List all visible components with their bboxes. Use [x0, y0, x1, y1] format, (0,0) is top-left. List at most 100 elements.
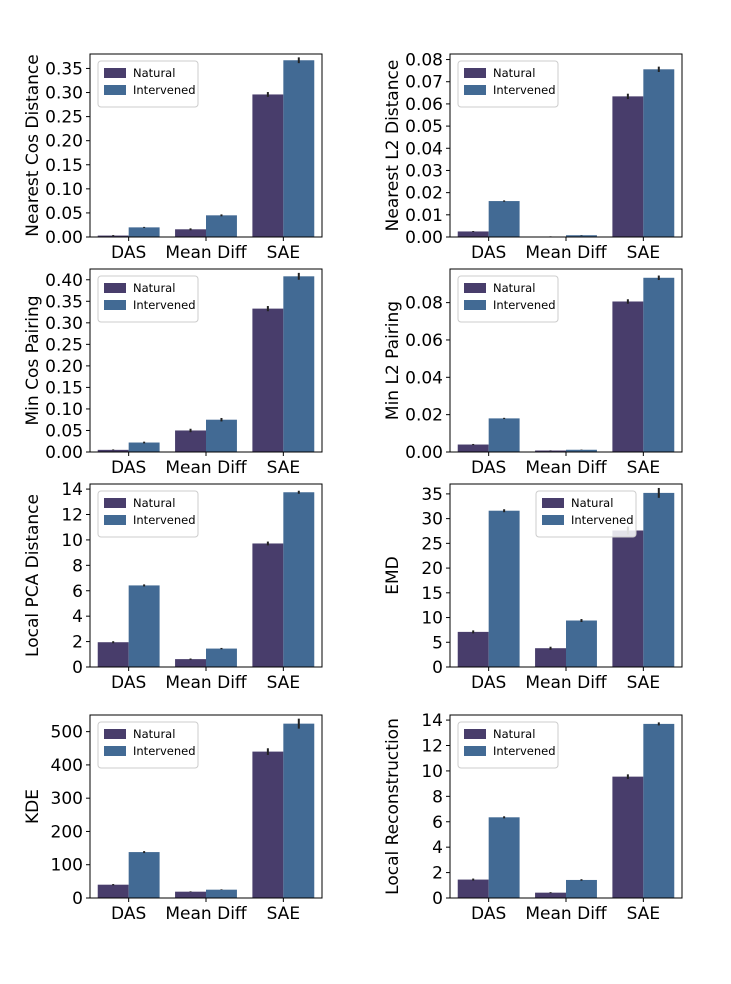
legend-label-natural: Natural: [493, 66, 535, 80]
chart-local-reconstruction: DAS Mean Diff SAE 0 2 4 6 8 10 12 14 Local Reconstr…: [383, 711, 683, 924]
plot-frame: [89, 483, 323, 668]
legend-swatch-natural: [464, 68, 486, 78]
x-tick-label-sae: SAE: [627, 458, 660, 478]
legend-swatch-intervened: [542, 515, 564, 525]
chart-emd: DAS Mean Diff SAE 0 5 10 15 20 25 30 35 EMD Natural I…: [383, 483, 683, 693]
x-tick-label-sae: SAE: [627, 243, 660, 263]
legend-swatch-intervened: [104, 515, 126, 525]
y-tick-label: 0.40: [45, 271, 83, 291]
legend-label-natural: Natural: [133, 66, 175, 80]
bar-intervened-mean-diff: [206, 889, 237, 898]
x-tick-label-sae: SAE: [267, 243, 300, 263]
legend-label-intervened: Intervened: [133, 298, 196, 312]
y-tick-label: 0.08: [405, 294, 443, 314]
legend-swatch-natural: [104, 498, 126, 508]
y-tick-label: 4: [72, 607, 83, 627]
bar-natural-sae: [612, 776, 644, 898]
x-tick-label-das: DAS: [111, 243, 146, 263]
bar-intervened-sae: [643, 492, 675, 667]
bar-natural-mean-diff: [175, 659, 206, 667]
y-axis-label: Nearest Cos Distance: [23, 54, 43, 236]
bar-intervened-das: [128, 227, 160, 237]
legend-swatch-natural: [104, 729, 126, 739]
plot-frame: [89, 53, 323, 238]
x-tick-label-mean-diff: Mean Diff: [525, 243, 608, 263]
bar-intervened-das: [488, 201, 520, 237]
x-tick-label-das: DAS: [471, 458, 506, 478]
x-tick-label-mean-diff: Mean Diff: [525, 904, 608, 924]
y-tick-label: 8: [72, 556, 83, 576]
x-tick-label-sae: SAE: [627, 673, 660, 693]
y-tick-label: 0.35: [45, 292, 83, 312]
bar-natural-mean-diff: [535, 450, 566, 452]
bar-intervened-mean-diff: [566, 620, 597, 667]
chart-min-cos-pairing: DAS Mean Diff SAE0.000.050.100.150.200.250…: [23, 268, 323, 478]
plot-frame: [449, 714, 683, 899]
legend-swatch-intervened: [104, 746, 126, 756]
legend-label-intervened: Intervened: [571, 513, 634, 527]
legend-swatch-natural: [104, 68, 126, 78]
y-tick-label: 0.02: [405, 184, 443, 204]
bar-natural-das: [457, 231, 489, 237]
y-tick-label: 0.02: [405, 406, 443, 426]
y-axis-label: Min Cos Pairing: [23, 295, 43, 425]
legend-label-intervened: Intervened: [493, 744, 556, 758]
y-tick-label: 100: [51, 856, 83, 876]
y-tick-label: 0: [432, 658, 443, 678]
plot-frame: [89, 268, 323, 453]
y-tick-label: 0.03: [405, 161, 443, 181]
y-tick-label: 12: [61, 506, 83, 526]
y-tick-label: 0: [72, 889, 83, 909]
bar-intervened-das: [488, 817, 520, 898]
y-tick-label: 0.00: [405, 443, 443, 463]
y-tick-label: 0.25: [45, 335, 83, 355]
bar-natural-mean-diff: [175, 891, 206, 898]
chart-panel-local-pca: DAS Mean Diff SAE 0 2 4 6 8 10 12 14 Local PCA Dist…: [0, 472, 360, 712]
bar-intervened-das: [128, 442, 160, 452]
bar-natural-das: [457, 444, 489, 452]
bar-intervened-sae: [643, 723, 675, 898]
bar-intervened-das: [128, 852, 160, 898]
bar-natural-sae: [612, 530, 644, 667]
y-tick-label: 0.20: [45, 357, 83, 377]
legend-swatch-intervened: [464, 85, 486, 95]
chart-panel-nearest-cos: DAS Mean Diff SAE 0.00 0.05 0.10 0.15 0.20 0.25 0…: [0, 42, 360, 282]
x-tick-label-das: DAS: [111, 904, 146, 924]
bar-intervened-sae: [283, 723, 315, 898]
x-tick-label-das: DAS: [471, 243, 506, 263]
y-tick-label: 30: [421, 510, 443, 530]
bar-intervened-das: [128, 585, 160, 667]
legend-swatch-natural: [542, 498, 564, 508]
bar-intervened-mean-diff: [566, 449, 597, 452]
y-tick-label: 0: [432, 889, 443, 909]
y-axis-label: KDE: [23, 789, 43, 824]
legend-swatch-natural: [464, 729, 486, 739]
bar-natural-mean-diff: [535, 892, 566, 898]
y-axis-label: Local Reconstruction: [383, 718, 403, 895]
x-tick-label-mean-diff: Mean Diff: [165, 243, 248, 263]
legend-swatch-intervened: [464, 746, 486, 756]
bar-natural-mean-diff: [175, 229, 206, 237]
y-tick-label: 0.30: [45, 84, 83, 104]
chart-local-pca-distance: DAS Mean Diff SAE 0 2 4 6 8 10 12 14 Local PCA Dist…: [23, 480, 323, 693]
y-tick-label: 0.25: [45, 108, 83, 128]
y-tick-label: 6: [432, 813, 443, 833]
y-tick-label: 0.15: [45, 378, 83, 398]
y-tick-label: 0.35: [45, 59, 83, 79]
x-tick-label-das: DAS: [471, 673, 506, 693]
y-tick-label: 0.30: [45, 314, 83, 334]
bar-natural-das: [97, 642, 129, 667]
bar-intervened-mean-diff: [206, 215, 237, 237]
bar-intervened-mean-diff: [206, 419, 237, 452]
y-tick-label: 10: [421, 762, 443, 782]
y-tick-label: 0.20: [45, 132, 83, 152]
x-tick-label-das: DAS: [471, 904, 506, 924]
plot-frame: [449, 483, 683, 668]
plot-frame: [449, 268, 683, 453]
y-tick-label: 0.10: [45, 180, 83, 200]
chart-panel-min-cos: DAS Mean Diff SAE 0.00 0.05 0.10 0.15 0.20 0.25 0…: [0, 257, 360, 497]
y-tick-label: 15: [421, 584, 443, 604]
bar-natural-das: [97, 449, 129, 452]
y-tick-label: 10: [61, 531, 83, 551]
legend-label-natural: Natural: [133, 281, 175, 295]
